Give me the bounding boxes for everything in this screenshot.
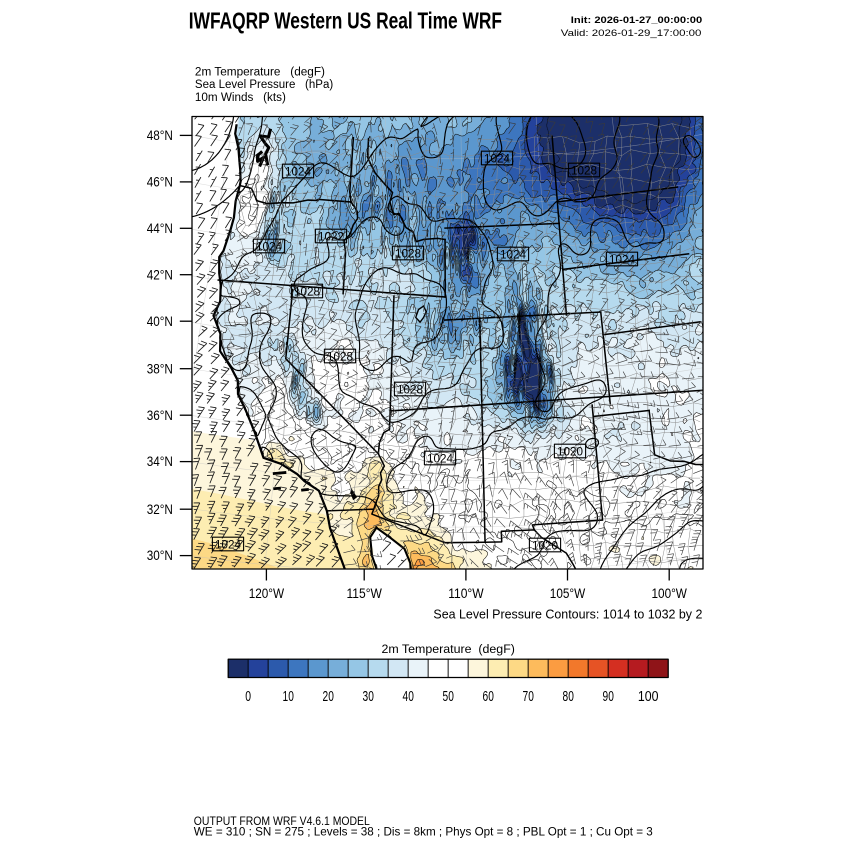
svg-text:1028: 1028 bbox=[327, 350, 353, 364]
svg-text:2m Temperature (degF): 2m Temperature (degF) bbox=[195, 67, 325, 79]
svg-text:1024: 1024 bbox=[215, 538, 241, 552]
svg-text:IWFAQRP Western US Real Time W: IWFAQRP Western US Real Time WRF bbox=[189, 8, 502, 34]
svg-text:Init: 2026-01-27_00:00:00: Init: 2026-01-27_00:00:00 bbox=[571, 15, 702, 26]
svg-text:60: 60 bbox=[483, 689, 494, 705]
svg-text:Valid: 2026-01-29_17:00:00: Valid: 2026-01-29_17:00:00 bbox=[561, 28, 702, 39]
svg-text:70: 70 bbox=[523, 689, 534, 705]
svg-text:10m Winds (kts): 10m Winds (kts) bbox=[195, 92, 286, 104]
svg-text:1022: 1022 bbox=[318, 230, 344, 244]
svg-text:44°N: 44°N bbox=[147, 221, 173, 236]
svg-text:Sea Level Pressure (hPa): Sea Level Pressure (hPa) bbox=[195, 79, 333, 91]
svg-text:115°W: 115°W bbox=[347, 585, 383, 601]
svg-text:100°W: 100°W bbox=[652, 585, 688, 601]
svg-text:36°N: 36°N bbox=[147, 408, 173, 423]
svg-text:100: 100 bbox=[638, 689, 659, 705]
svg-text:30: 30 bbox=[363, 689, 374, 705]
svg-text:34°N: 34°N bbox=[147, 454, 173, 469]
svg-text:32°N: 32°N bbox=[147, 502, 173, 517]
svg-text:46°N: 46°N bbox=[147, 175, 173, 190]
svg-text:2m Temperature (degF): 2m Temperature (degF) bbox=[382, 642, 515, 656]
svg-text:105°W: 105°W bbox=[550, 585, 586, 601]
svg-text:0: 0 bbox=[245, 689, 251, 705]
svg-text:42°N: 42°N bbox=[147, 267, 173, 282]
svg-text:1028: 1028 bbox=[397, 383, 423, 397]
svg-text:80: 80 bbox=[563, 689, 574, 705]
svg-text:1028: 1028 bbox=[294, 285, 320, 299]
svg-text:40°N: 40°N bbox=[147, 314, 173, 329]
svg-text:1020: 1020 bbox=[532, 539, 558, 553]
svg-text:1028: 1028 bbox=[395, 247, 421, 261]
svg-text:Sea Level Pressure Contours: 1: Sea Level Pressure Contours: 1014 to 103… bbox=[433, 606, 702, 621]
svg-text:1024: 1024 bbox=[256, 240, 282, 254]
svg-text:20: 20 bbox=[323, 689, 334, 705]
svg-text:WE = 310 ; SN = 275 ; Levels =: WE = 310 ; SN = 275 ; Levels = 38 ; Dis … bbox=[194, 825, 653, 839]
svg-text:110°W: 110°W bbox=[448, 585, 484, 601]
svg-text:120°W: 120°W bbox=[249, 585, 285, 601]
svg-text:1024: 1024 bbox=[500, 248, 526, 262]
svg-text:OUTPUT FROM WRF V4.6.1 MODEL: OUTPUT FROM WRF V4.6.1 MODEL bbox=[194, 814, 370, 828]
svg-text:40: 40 bbox=[403, 689, 414, 705]
svg-text:1024: 1024 bbox=[484, 152, 510, 166]
svg-text:50: 50 bbox=[443, 689, 454, 705]
svg-text:1024: 1024 bbox=[609, 253, 635, 267]
svg-text:30°N: 30°N bbox=[147, 548, 173, 563]
svg-text:1020: 1020 bbox=[557, 445, 583, 459]
svg-text:1024: 1024 bbox=[285, 165, 311, 179]
svg-text:90: 90 bbox=[603, 689, 614, 705]
svg-text:1024: 1024 bbox=[427, 452, 453, 466]
svg-text:48°N: 48°N bbox=[147, 128, 173, 143]
svg-text:1028: 1028 bbox=[571, 164, 597, 178]
svg-text:38°N: 38°N bbox=[147, 361, 173, 376]
svg-text:10: 10 bbox=[283, 689, 294, 705]
